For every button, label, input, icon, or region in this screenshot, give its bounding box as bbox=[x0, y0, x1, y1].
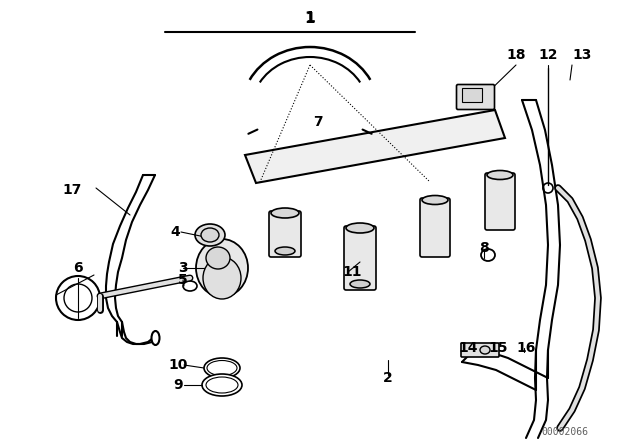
Text: 13: 13 bbox=[572, 48, 592, 62]
Ellipse shape bbox=[207, 361, 237, 375]
Ellipse shape bbox=[206, 247, 230, 269]
Ellipse shape bbox=[206, 377, 238, 393]
Ellipse shape bbox=[487, 171, 513, 180]
FancyBboxPatch shape bbox=[461, 343, 499, 357]
Ellipse shape bbox=[481, 249, 495, 261]
Text: 16: 16 bbox=[516, 341, 536, 355]
Ellipse shape bbox=[56, 276, 100, 320]
Ellipse shape bbox=[195, 224, 225, 246]
Text: 11: 11 bbox=[342, 265, 362, 279]
Text: 14: 14 bbox=[458, 341, 477, 355]
Ellipse shape bbox=[203, 257, 241, 299]
Ellipse shape bbox=[201, 228, 219, 242]
Text: 10: 10 bbox=[168, 358, 188, 372]
Ellipse shape bbox=[204, 358, 240, 378]
FancyBboxPatch shape bbox=[485, 173, 515, 230]
Text: 5: 5 bbox=[178, 273, 188, 287]
Ellipse shape bbox=[480, 346, 490, 354]
FancyBboxPatch shape bbox=[456, 85, 495, 109]
Ellipse shape bbox=[64, 284, 92, 312]
Ellipse shape bbox=[543, 183, 553, 193]
Text: 17: 17 bbox=[62, 183, 82, 197]
FancyBboxPatch shape bbox=[420, 198, 450, 257]
Text: 00002066: 00002066 bbox=[541, 427, 589, 437]
Text: 1: 1 bbox=[305, 11, 315, 25]
Text: 2: 2 bbox=[383, 371, 393, 385]
Text: 12: 12 bbox=[538, 48, 557, 62]
Ellipse shape bbox=[275, 247, 295, 255]
Text: 4: 4 bbox=[170, 225, 180, 239]
FancyBboxPatch shape bbox=[344, 226, 376, 290]
Ellipse shape bbox=[202, 374, 242, 396]
Ellipse shape bbox=[346, 223, 374, 233]
Ellipse shape bbox=[196, 239, 248, 297]
FancyBboxPatch shape bbox=[269, 211, 301, 257]
Polygon shape bbox=[245, 110, 505, 183]
Text: 3: 3 bbox=[178, 261, 188, 275]
Text: 1: 1 bbox=[305, 10, 316, 26]
FancyBboxPatch shape bbox=[462, 88, 482, 102]
Ellipse shape bbox=[422, 195, 448, 204]
Text: 6: 6 bbox=[73, 261, 83, 275]
Ellipse shape bbox=[350, 280, 370, 288]
Ellipse shape bbox=[183, 281, 197, 291]
Text: 7: 7 bbox=[313, 115, 323, 129]
Text: 18: 18 bbox=[506, 48, 525, 62]
Ellipse shape bbox=[271, 208, 299, 218]
Text: 8: 8 bbox=[479, 241, 489, 255]
Ellipse shape bbox=[152, 331, 159, 345]
Text: 9: 9 bbox=[173, 378, 183, 392]
Text: 15: 15 bbox=[488, 341, 508, 355]
